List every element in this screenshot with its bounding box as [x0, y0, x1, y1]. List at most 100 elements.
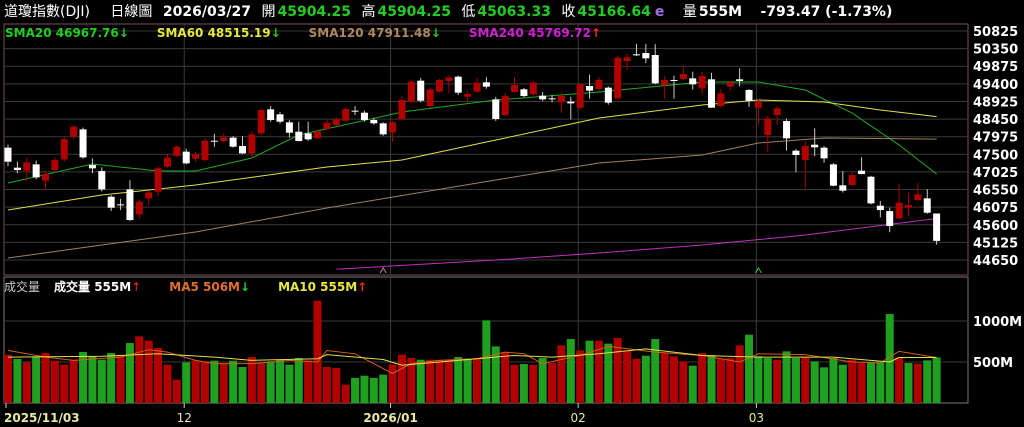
candle: [511, 77, 519, 93]
candle-body: [717, 93, 725, 107]
candle: [304, 121, 312, 141]
candle: [632, 43, 640, 57]
volume-bar: [482, 320, 491, 403]
candle: [267, 106, 275, 122]
candle-body: [267, 109, 275, 121]
candle-body: [276, 114, 284, 122]
change-value: -793.47 (-1.73%): [760, 4, 893, 20]
arrow-up-icon: ↑: [590, 26, 601, 40]
volume-bar: [829, 357, 838, 403]
candle-body: [886, 211, 894, 227]
candle: [933, 213, 941, 245]
volume-bar: [435, 359, 444, 403]
candle: [595, 77, 603, 92]
candle: [586, 74, 594, 99]
volume-bar: [172, 379, 181, 403]
volume-bar: [50, 360, 59, 403]
candle-body: [70, 126, 78, 137]
candle-body: [13, 167, 21, 171]
legend-sma240-text: SMA240 45769.72: [468, 26, 591, 40]
volume-bar: [210, 360, 219, 403]
candle-body: [848, 175, 856, 186]
candle: [248, 131, 256, 157]
volume-bar: [698, 352, 707, 403]
candle-body: [295, 131, 303, 142]
volume-bar: [285, 364, 294, 403]
legend-sma60-text: SMA60 48515.19: [156, 26, 271, 40]
candle-body: [229, 137, 237, 147]
arrow-down-icon: ↓: [270, 26, 281, 40]
candle: [736, 68, 744, 87]
volume-bar: [276, 359, 285, 403]
candle-body: [23, 162, 31, 171]
volume-bar: [651, 339, 660, 403]
candle-body: [679, 74, 687, 79]
volume-bar: [200, 361, 209, 403]
candle-body: [201, 140, 209, 161]
volume-value: 555M: [698, 4, 743, 20]
volume-bar: [510, 364, 519, 403]
candle: [557, 93, 565, 113]
candle-body: [117, 204, 125, 206]
candle: [107, 195, 115, 212]
candle-body: [135, 201, 143, 215]
candle: [717, 89, 725, 108]
candle: [117, 198, 125, 210]
legend-sma120: SMA120 47911.48↓: [309, 26, 455, 40]
volume-bar: [444, 359, 453, 403]
candle: [473, 77, 481, 94]
volume-bar: [866, 362, 875, 403]
volume-bar: [726, 357, 735, 403]
candle: [904, 192, 912, 217]
legend-sma20-text: SMA20 46967.76: [5, 26, 119, 40]
candle-body: [736, 79, 744, 81]
candle-body: [661, 79, 669, 85]
candle: [417, 77, 425, 103]
candle-body: [88, 165, 96, 169]
candle-body: [154, 168, 162, 192]
volume-bar: [416, 359, 425, 403]
volume-bar: [266, 361, 275, 403]
volume-bar: [529, 364, 538, 403]
candle: [914, 183, 922, 202]
candle: [426, 87, 434, 108]
candle-body: [482, 82, 490, 87]
volume-bar: [154, 347, 163, 403]
volume-bar: [913, 363, 922, 403]
candle: [576, 83, 584, 110]
candle: [454, 75, 462, 95]
candle-body: [726, 82, 734, 87]
volume-bar: [125, 342, 134, 403]
volume-bar: [351, 377, 360, 403]
candle: [679, 66, 687, 81]
candle-body: [539, 95, 547, 100]
candle: [801, 141, 809, 189]
volume-bar: [585, 340, 594, 403]
price-tick-label: 49400: [973, 78, 1018, 93]
candle: [163, 153, 171, 169]
date-label: 12: [177, 411, 192, 425]
candle: [389, 120, 397, 143]
volume-bar: [97, 359, 106, 403]
volume-bar: [763, 357, 772, 403]
volume-bar: [660, 352, 669, 403]
candle: [220, 133, 228, 143]
candle-body: [360, 112, 368, 121]
price-tick-label: 45600: [973, 219, 1018, 234]
low-label: 低: [461, 4, 476, 20]
candle: [370, 117, 378, 125]
candle-body: [501, 96, 509, 115]
candle: [820, 146, 828, 163]
candle: [839, 170, 847, 193]
candle-body: [126, 189, 134, 221]
volume-bar: [388, 364, 397, 403]
candle: [51, 157, 59, 173]
price-legend: SMA20 46967.76↓ SMA60 48515.19↓ SMA120 479…: [5, 26, 629, 40]
volume-bar: [895, 357, 904, 403]
volume-bar: [820, 367, 829, 403]
candle-body: [689, 78, 697, 85]
candle-body: [820, 147, 828, 159]
candle-body: [417, 80, 425, 101]
volume-legend-0: 成交量 555M↑: [54, 280, 155, 294]
